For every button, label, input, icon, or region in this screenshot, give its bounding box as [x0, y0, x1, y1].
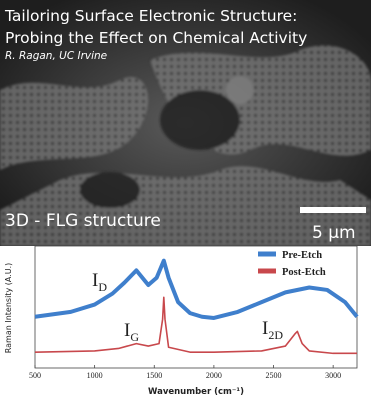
scale-label: 5 μm — [312, 223, 356, 243]
x-tick-label: 500 — [29, 371, 41, 380]
x-axis-label: Wavenumber (cm⁻¹) — [148, 387, 244, 397]
peak-label-main: I — [92, 270, 98, 291]
peak-label-main: I — [262, 318, 268, 339]
peak-label: I2D — [262, 318, 283, 342]
series-line — [34, 258, 359, 320]
chart: Raman Intensity (A.U.) Wavenumber (cm⁻¹)… — [4, 246, 359, 397]
peak-label-sub: D — [98, 280, 107, 294]
legend-label: Pre-Etch — [282, 250, 322, 261]
image-caption: 3D - FLG structure — [5, 211, 161, 231]
x-tick-label: 2500 — [266, 371, 282, 380]
plot-frame — [34, 246, 358, 369]
series-line — [34, 296, 357, 355]
peak-label: IG — [124, 320, 139, 344]
legend-label: Post-Etch — [282, 267, 326, 278]
peak-label-sub: 2D — [268, 328, 283, 342]
title-line-2: Probing the Effect on Chemical Activity — [5, 29, 307, 47]
x-tick-label: 2000 — [206, 371, 222, 380]
peak-label-main: I — [124, 320, 130, 341]
peak-label-sub: G — [130, 330, 139, 344]
sem-image: Tailoring Surface Electronic Structure: … — [0, 0, 371, 246]
author: R. Ragan, UC Irvine — [5, 50, 107, 62]
y-axis-label: Raman Intensity (A.U.) — [4, 263, 13, 353]
peak-label: ID — [92, 270, 107, 294]
title-line-1: Tailoring Surface Electronic Structure: — [4, 7, 297, 25]
scale-bar — [300, 207, 366, 213]
x-tick-label: 1500 — [146, 371, 162, 380]
x-tick-label: 3000 — [325, 371, 341, 380]
x-tick-label: 1000 — [87, 371, 103, 380]
